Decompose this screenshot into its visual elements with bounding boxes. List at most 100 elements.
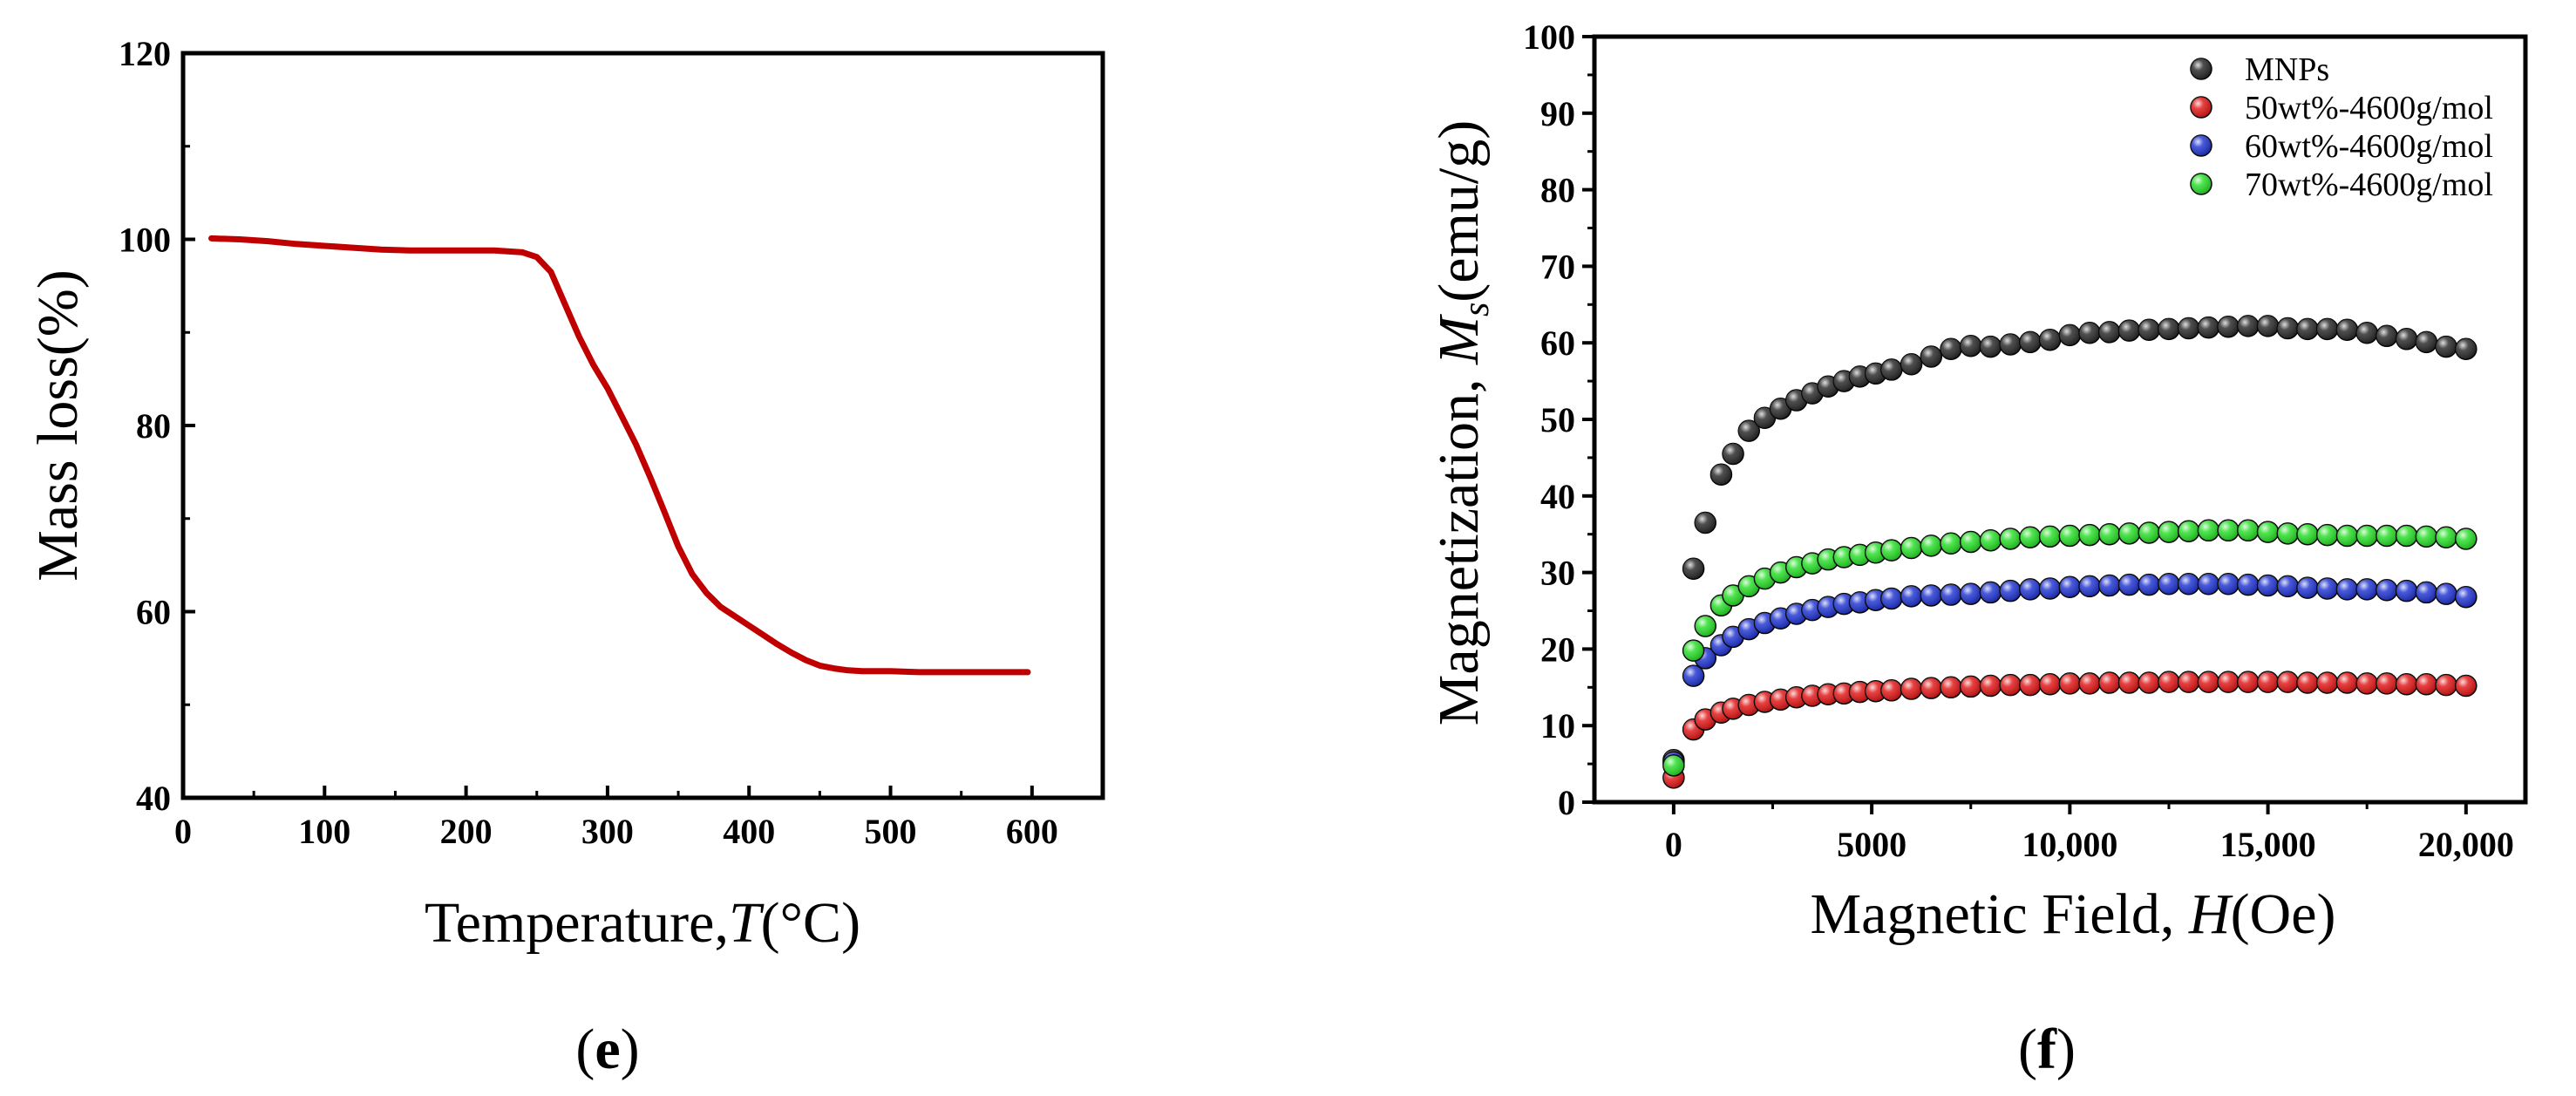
panel-e-xlabel-unit: (°C) [761,891,860,955]
panel-f-data-point-shine [2158,573,2179,595]
panel-f-data-point-shine [2000,580,2022,602]
panel-f-ylabel: Magnetization, Ms(emu/g) [1427,120,1497,726]
panel-f-y-tick-label: 40 [1540,477,1575,516]
panel-f-ylabel-symbol: M [1427,313,1491,365]
panel-f-data-point-shine [2416,582,2437,603]
panel-f-data-point-shine [2237,671,2259,693]
panel-f-data-point-shine [2375,525,2397,547]
panel-f-data-point-shine [1920,346,1942,368]
panel-f-label-letter: f [2037,1018,2057,1081]
panel-e-label-open: ( [575,1018,595,1081]
panel-f: 0 5000 10,000 15,000 20,000 0 10 20 30 40 50 60 70 8… [1427,17,2528,1081]
panel-f-data-point-shine [2356,322,2378,344]
panel-f-data-point-shine [2059,672,2081,694]
panel-f-data-point-shine [1980,675,2002,697]
panel-f-x-tick-label: 0 [1665,825,1682,864]
panel-f-data-point-shine [2416,331,2437,353]
panel-f-series [1662,315,2477,789]
panel-e-y-ticks: 40 60 80 100 120 [119,34,195,818]
panel-e-x-tick-label: 400 [723,812,775,851]
panel-f-data-point-shine [2138,672,2160,694]
panel-f-y-tick-label: 10 [1540,706,1575,745]
legend-marker-shine [2191,135,2212,156]
panel-f-data-point-shine [2277,317,2299,339]
panel-f-data-point-shine [2436,336,2457,357]
panel-f-data-point-shine [2039,526,2061,548]
panel-f-y-tick-label: 60 [1540,323,1575,363]
panel-f-data-point-shine [2118,320,2140,342]
panel-f-y-tick-label: 20 [1540,630,1575,669]
panel-f-y-tick-label: 80 [1540,171,1575,210]
panel-f-data-point-shine [2375,579,2397,601]
panel-f-data-point-shine [2138,521,2160,543]
panel-e-xlabel-symbol: T [729,891,765,955]
legend-label: MNPs [2245,51,2329,88]
panel-f-data-point-shine [2455,586,2477,608]
panel-f-data-point-shine [2436,583,2457,605]
panel-f-data-point-shine [1880,540,1902,562]
panel-f-data-point-shine [2158,318,2179,340]
panel-f-xlabel-text: Magnetic Field, [1810,882,2174,946]
panel-f-data-point-shine [2079,322,2101,344]
panel-f-data-point-shine [2277,522,2299,544]
panel-f-x-ticks: 0 5000 10,000 15,000 20,000 [1665,802,2514,864]
panel-f-data-point-shine [2000,674,2022,696]
panel-f-y-tick-label: 90 [1540,94,1575,133]
panel-f-data-point-shine [1960,583,1981,605]
panel-f-data-point-shine [2000,528,2022,549]
panel-f-data-point-shine [1940,338,1962,360]
panel-f-data-point-shine [2297,523,2319,545]
panel-f-data-point-shine [2416,673,2437,695]
panel-e-x-tick-label: 300 [581,812,634,851]
panel-f-data-point-shine [2455,338,2477,360]
panel-f-data-point-shine [1920,677,1942,699]
panel-e-x-tick-label: 200 [440,812,493,851]
panel-f-data-point-shine [2098,321,2120,343]
panel-f-data-point-shine [2098,672,2120,694]
panel-f-data-point-shine [2218,671,2240,693]
panel-f-data-point-shine [1682,665,1704,687]
panel-f-data-point-shine [2178,317,2199,339]
panel-f-data-point-shine [2297,318,2319,340]
panel-f-ylabel-subscript: s [1457,303,1497,317]
panel-f-data-point-shine [2277,671,2299,693]
panel-f-data-point-shine [2316,318,2338,340]
panel-f-xlabel-symbol: H [2188,882,2233,946]
panel-f-data-point-shine [2079,672,2101,694]
panel-f-data-point-shine [2455,528,2477,549]
panel-f-data-point-shine [2396,525,2417,547]
panel-f-data-point-shine [2039,329,2061,351]
panel-f-x-tick-label: 20,000 [2418,825,2514,864]
panel-f-data-point-shine [2118,522,2140,544]
legend-label: 50wt%-4600g/mol [2245,90,2493,126]
panel-f-y-tick-label: 100 [1523,17,1575,57]
panel-e-y-tick-label: 100 [119,221,171,260]
panel-f-label: (f) [2018,1018,2076,1081]
panel-e-frame [180,51,1105,800]
panel-f-data-point-shine [2079,575,2101,597]
panel-f-data-point-shine [2158,521,2179,543]
panel-f-data-point-shine [1900,678,1922,700]
legend-label: 70wt%-4600g/mol [2245,167,2493,203]
panel-f-data-point-shine [2336,319,2358,341]
panel-f-data-point-shine [2039,578,2061,600]
panel-f-data-point-shine [2277,575,2299,597]
panel-f-series-0 [1662,315,2477,772]
panel-f-legend: MNPs50wt%-4600g/mol60wt%-4600g/mol70wt%-… [2190,51,2493,203]
panel-f-y-tick-label: 0 [1558,783,1575,822]
panel-f-data-point-shine [1865,680,1886,702]
panel-f-data-point-shine [2198,317,2219,338]
panel-f-data-point-shine [2237,520,2259,541]
panel-f-data-point-shine [2118,672,2140,694]
panel-f-data-point-shine [1980,529,2002,551]
panel-f-label-open: ( [2018,1018,2037,1081]
panel-e-y-tick-label: 60 [136,593,171,632]
panel-f-data-point-shine [2198,671,2219,693]
panel-f-data-point-shine [2218,573,2240,595]
panel-f-data-point-shine [1833,683,1855,705]
panel-f-data-point-shine [2257,575,2279,596]
panel-f-data-point-shine [1723,443,1744,465]
panel-f-data-point-shine [2336,578,2358,600]
panel-f-ylabel-unit: (emu/g) [1427,120,1491,303]
panel-f-data-point-shine [1682,558,1704,580]
